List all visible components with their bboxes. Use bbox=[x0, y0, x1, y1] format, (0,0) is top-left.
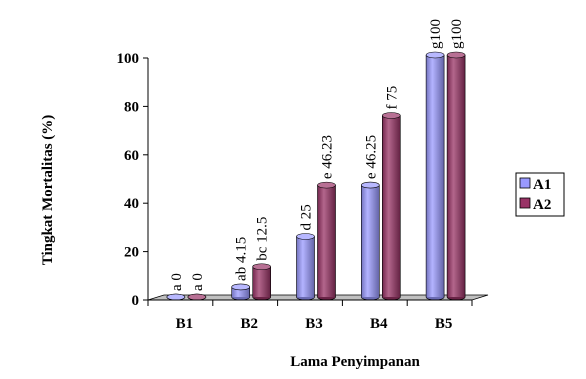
data-label: d 25 bbox=[299, 204, 315, 230]
x-tick-label: B5 bbox=[435, 316, 453, 332]
data-label: e 46.23 bbox=[320, 135, 336, 179]
bar-a1-b4 bbox=[360, 181, 380, 301]
y-tick-label: 100 bbox=[117, 51, 140, 67]
bar-a1-b5 bbox=[425, 51, 445, 301]
bars bbox=[166, 51, 466, 301]
bar-a2-b2 bbox=[252, 263, 272, 301]
data-label: a 0 bbox=[169, 273, 185, 291]
bar-a2-b1 bbox=[187, 293, 207, 301]
y-tick-label: 60 bbox=[124, 148, 139, 164]
legend-swatch-a2 bbox=[519, 197, 531, 209]
bar-a1-b3 bbox=[296, 233, 315, 301]
legend-label-a1: A1 bbox=[533, 177, 551, 193]
bar-a2-b3 bbox=[317, 181, 336, 301]
data-label: g100 bbox=[449, 19, 465, 49]
data-label: e 46.25 bbox=[363, 135, 379, 179]
data-labels: a 0 ab 4.15 d 25 e 46.25 g100 a 0 bc 12.5 e 46.… bbox=[169, 19, 465, 291]
bar-a1-b2 bbox=[231, 283, 250, 301]
legend-label-a2: A2 bbox=[533, 197, 551, 213]
data-label: a 0 bbox=[190, 273, 206, 291]
legend: A1 A2 bbox=[515, 172, 565, 217]
y-tick-label: 0 bbox=[132, 293, 140, 309]
y-axis: 0 20 40 60 80 100 bbox=[117, 51, 149, 309]
x-tick-label: B4 bbox=[370, 316, 388, 332]
bar-a2-b5 bbox=[446, 51, 466, 301]
x-axis: B1 B2 B3 B4 B5 bbox=[147, 299, 473, 332]
data-label: g100 bbox=[428, 19, 444, 49]
x-tick-label: B1 bbox=[176, 316, 194, 332]
y-tick-label: 40 bbox=[124, 196, 139, 212]
y-tick-label: 20 bbox=[124, 245, 139, 261]
data-label: ab 4.15 bbox=[234, 237, 250, 281]
bar-a1-b1 bbox=[166, 293, 186, 301]
y-axis-title: Tingkat Mortalitas (%) bbox=[40, 115, 56, 266]
y-tick-label: 80 bbox=[124, 99, 139, 115]
x-axis-title: Lama Penyimpanan bbox=[290, 354, 420, 370]
x-tick-label: B2 bbox=[240, 316, 258, 332]
bar-a2-b4 bbox=[381, 112, 401, 301]
x-tick-label: B3 bbox=[305, 316, 323, 332]
data-label: f 75 bbox=[384, 86, 400, 110]
data-label: bc 12.5 bbox=[255, 217, 271, 261]
legend-swatch-a1 bbox=[519, 177, 531, 189]
